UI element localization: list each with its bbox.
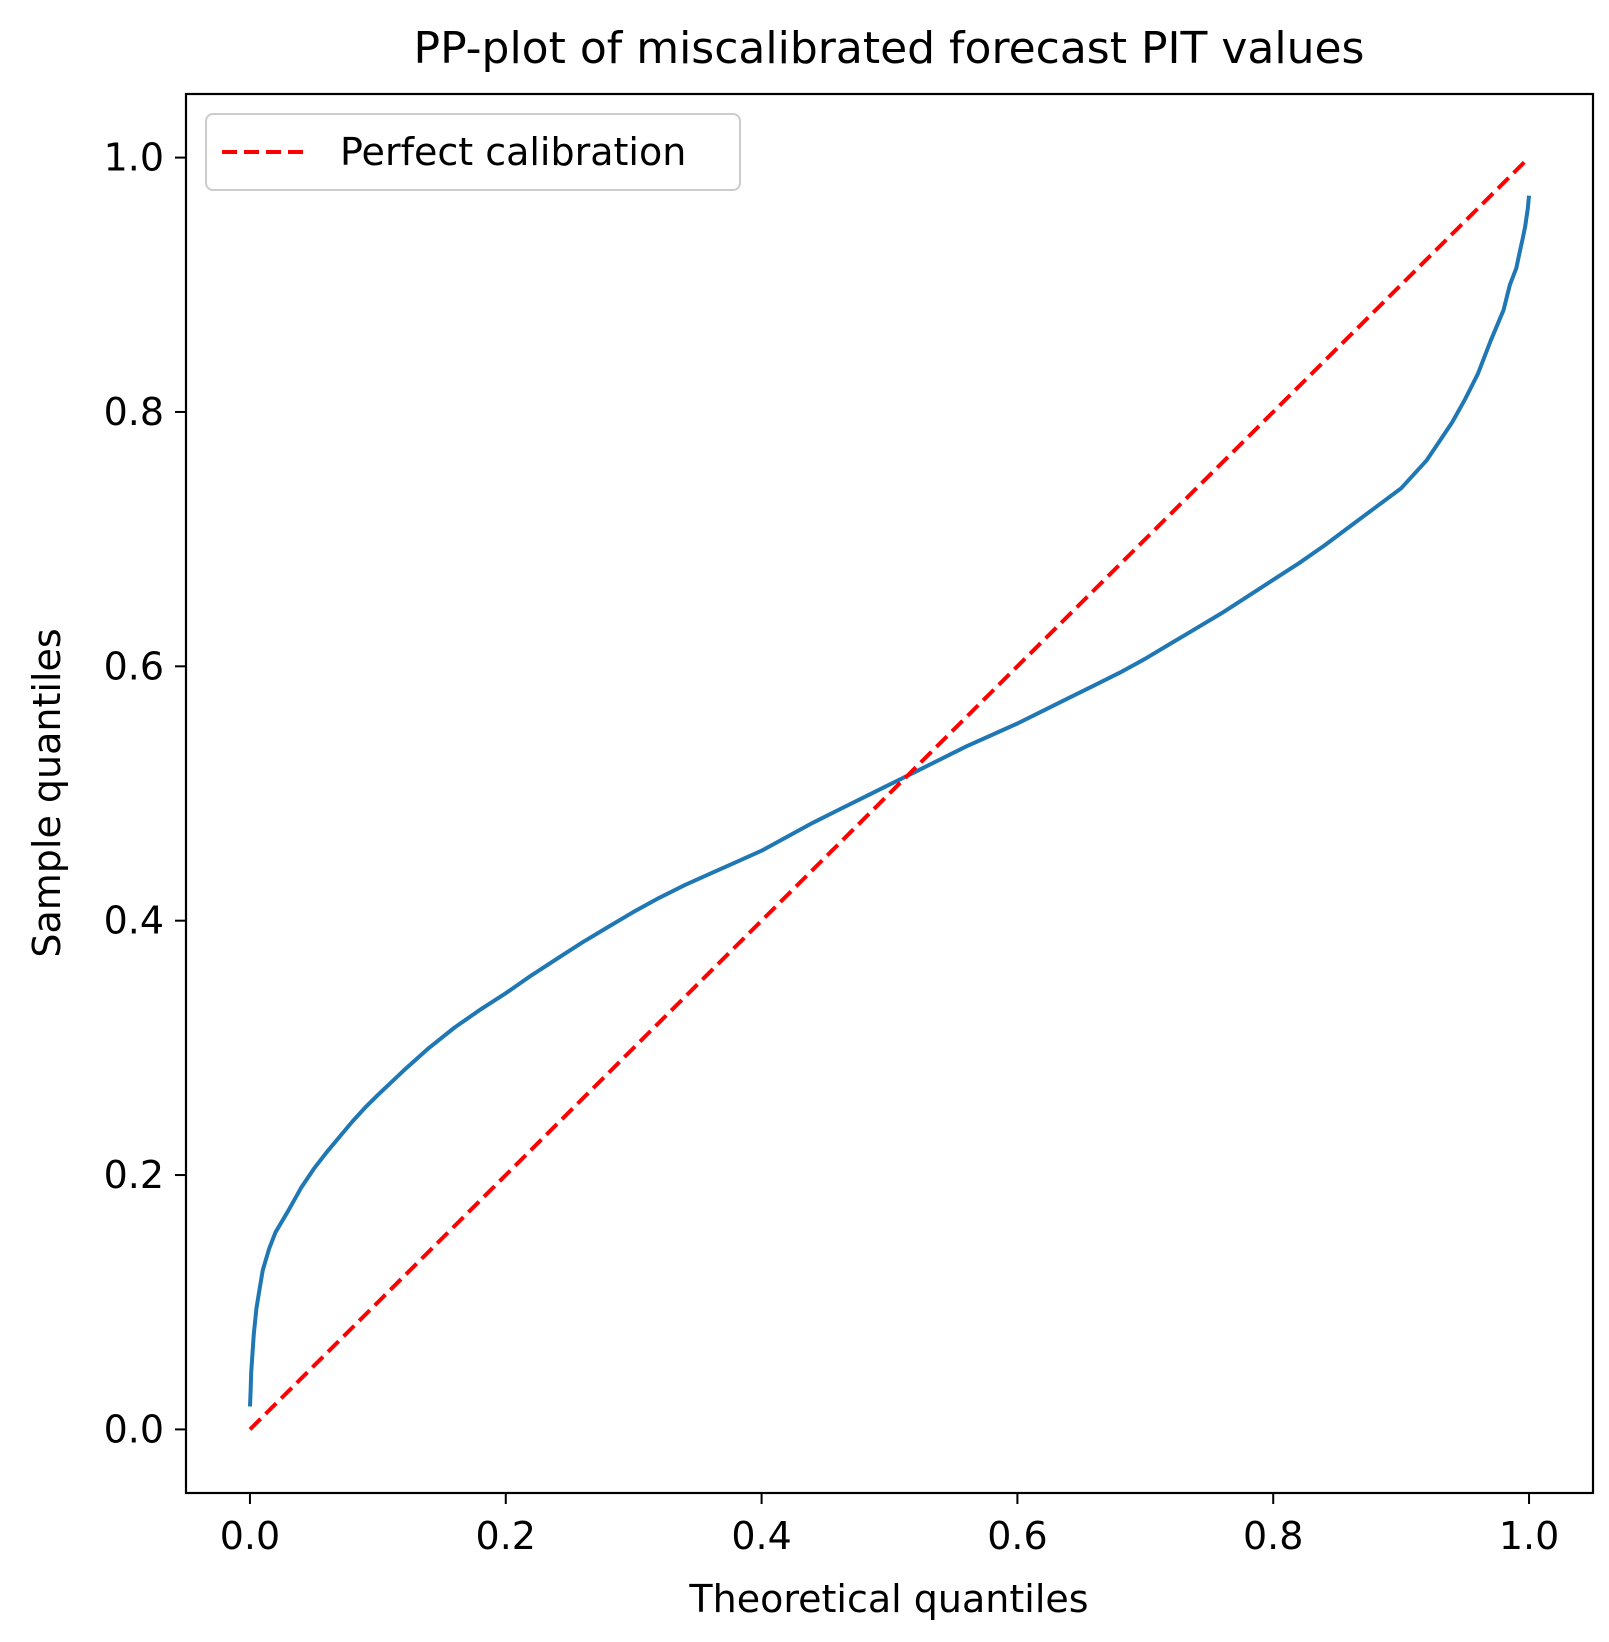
legend: Perfect calibration xyxy=(205,113,741,191)
y-tick-label: 0.0 xyxy=(104,1407,164,1451)
x-tick-label: 0.0 xyxy=(220,1514,280,1558)
series-line-perfect-calibration xyxy=(248,156,1531,1431)
axis-ticks: 0.0 0.2 0.4 0.6 0.8 1.0 0.0 0.2 0.4 0.6 0.8 1.0 xyxy=(104,136,1560,1558)
y-tick-label: 0.4 xyxy=(104,899,164,943)
x-axis-label: Theoretical quantiles xyxy=(688,1577,1088,1621)
y-axis-label: Sample quantiles xyxy=(25,628,69,957)
x-tick-label: 0.8 xyxy=(1243,1514,1303,1558)
y-tick-label: 0.2 xyxy=(104,1153,164,1197)
y-tick-label: 1.0 xyxy=(104,136,164,180)
legend-box xyxy=(205,113,741,191)
series-line-pit xyxy=(248,195,1531,1407)
axes-frame xyxy=(184,92,1595,1495)
y-tick-label: 0.8 xyxy=(104,390,164,434)
x-tick-label: 0.4 xyxy=(731,1514,791,1558)
x-tick-label: 0.6 xyxy=(987,1514,1047,1558)
y-tick-label: 0.6 xyxy=(104,644,164,688)
x-tick-label: 1.0 xyxy=(1499,1514,1559,1558)
legend-label-perfect-calibration: Perfect calibration xyxy=(340,130,686,174)
x-tick-label: 0.2 xyxy=(476,1514,536,1558)
plot-area xyxy=(248,156,1531,1431)
chart-title: PP-plot of miscalibrated forecast PIT va… xyxy=(414,23,1365,74)
